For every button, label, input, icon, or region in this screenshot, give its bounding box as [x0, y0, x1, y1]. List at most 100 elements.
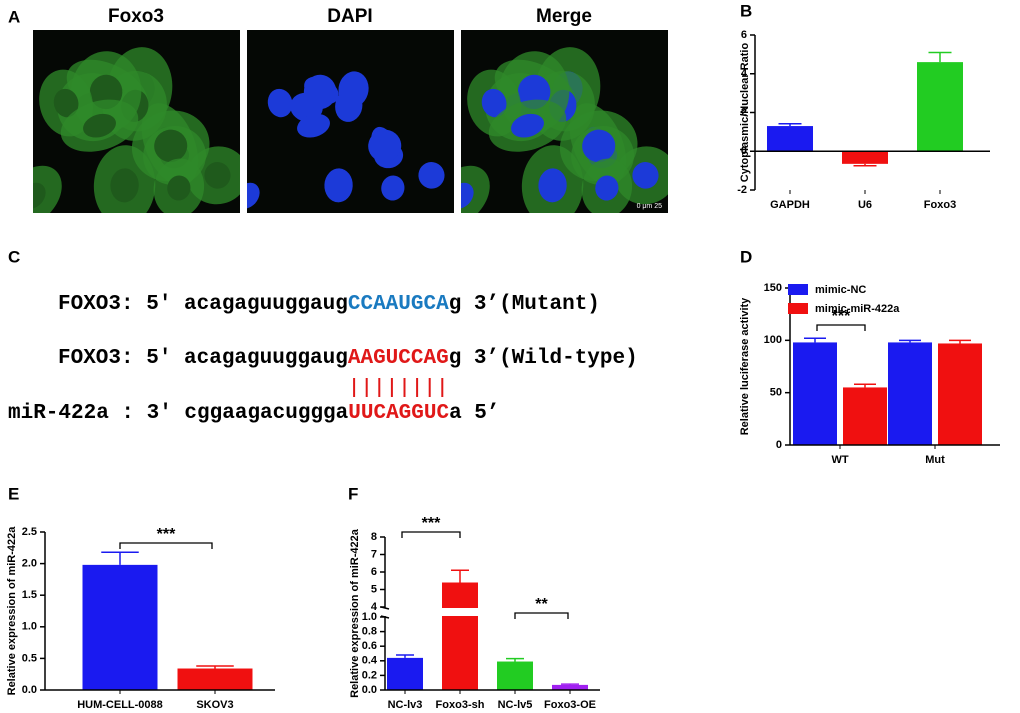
break-mark: [380, 606, 390, 610]
y-axis-label: Relative expression of miR-422a: [6, 526, 18, 696]
y-tick-label: 5: [371, 583, 377, 595]
legend-label: mimic-miR-422a: [815, 303, 900, 315]
sequence-suffix: a 5’: [449, 402, 499, 425]
y-tick-label: 0.8: [362, 626, 377, 638]
significance: ***: [422, 515, 441, 532]
axis-break: [377, 608, 592, 616]
image-title: DAPI: [327, 6, 372, 27]
panel-label: D: [740, 247, 752, 266]
bar: [917, 62, 963, 152]
cells: [461, 47, 668, 213]
cells: [33, 47, 240, 213]
y-tick-label: 2.0: [22, 558, 37, 570]
nucleus: [33, 182, 46, 209]
y-tick-label: 6: [741, 29, 747, 41]
nucleus: [303, 74, 337, 110]
y-tick-label: 0.0: [22, 684, 37, 696]
x-tick-label: HUM-CELL-0088: [77, 699, 163, 711]
y-tick-label: 0.6: [362, 640, 377, 652]
nucleus: [83, 113, 116, 138]
bar: [888, 342, 932, 445]
panel-label: E: [8, 484, 19, 503]
sequence-prefix: miR-422a : 3' cggaagacuggga: [8, 402, 349, 425]
x-tick-label: U6: [858, 199, 872, 211]
nucleus: [368, 129, 402, 163]
y-axis-label: Relative luciferase activity: [739, 297, 751, 435]
bar: [843, 387, 887, 445]
sequence-suffix: g 3’(Wild-type): [449, 347, 638, 370]
bar: [442, 582, 478, 690]
nucleus: [511, 113, 544, 138]
y-tick-label: 1.5: [22, 589, 37, 601]
y-tick-label: 0.4: [362, 655, 378, 667]
legend-swatch: [788, 303, 808, 314]
sequence: miR-422a : 3' cggaagacugggaUUCAGGUCa 5’: [8, 402, 500, 425]
y-tick-label: 0: [741, 145, 747, 157]
nucleus: [632, 162, 659, 189]
binding-site: UUCAGGUC: [348, 402, 449, 425]
y-tick-label: 4: [741, 68, 748, 80]
x-tick-label: NC-lv3: [388, 699, 423, 711]
nucleus: [154, 129, 188, 163]
x-tick-label: SKOV3: [196, 699, 233, 711]
x-tick-label: WT: [831, 454, 848, 466]
y-tick-label: 0: [776, 439, 782, 451]
y-tick-label: 0.2: [362, 669, 377, 681]
x-tick-label: NC-lv5: [498, 699, 533, 711]
x-tick-label: Foxo3-sh: [436, 699, 485, 711]
significance-bracket: [514, 612, 569, 619]
legend-label: mimic-NC: [815, 284, 866, 296]
y-tick-label: 0.5: [22, 652, 37, 664]
sequence-suffix: g 3’(Mutant): [449, 293, 600, 316]
y-tick-label: 100: [764, 334, 782, 346]
bar: [82, 564, 158, 690]
sequence-prefix: FOXO3: 5' acagaguuggaug: [58, 347, 348, 370]
nucleus: [247, 182, 260, 209]
panel-label: C: [8, 247, 20, 266]
scale-bar: 0 μm 25: [637, 203, 663, 210]
nucleus: [53, 88, 79, 118]
bar: [177, 668, 253, 690]
y-axis-label: Relative expression of miR-422a: [349, 528, 361, 698]
nucleus: [167, 175, 191, 201]
binding-site: CCAAUGCA: [348, 293, 449, 316]
nucleus: [381, 175, 405, 201]
bar: [793, 342, 837, 445]
bar: [552, 684, 588, 690]
y-tick-label: 1.0: [22, 621, 37, 633]
nucleus: [582, 129, 616, 163]
sequence: FOXO3: 5' acagaguuggaugAAGUCCAGg 3’(Wild…: [58, 347, 638, 370]
panel-label: A: [8, 7, 20, 26]
significance: ***: [157, 526, 176, 543]
y-tick-label: 0.0: [362, 684, 377, 696]
nucleus: [204, 162, 231, 189]
significance: ***: [832, 308, 851, 325]
bar: [497, 661, 533, 690]
panel-label: F: [348, 484, 358, 503]
sequence-prefix: FOXO3: 5' acagaguuggaug: [58, 293, 348, 316]
y-tick-label: 4: [371, 601, 378, 613]
panel-label: B: [740, 1, 752, 20]
bar: [938, 343, 982, 445]
significance-bracket: [816, 324, 866, 331]
y-tick-label: -2: [737, 184, 747, 196]
y-axis-label: Cytoplasmic/Nuclear Ratio: [739, 43, 751, 183]
y-tick-label: 1.0: [362, 611, 377, 623]
x-tick-label: Mut: [925, 454, 945, 466]
nucleus: [595, 175, 619, 201]
bar: [767, 126, 813, 152]
significance-bracket: [119, 542, 213, 549]
significance-bracket: [401, 531, 461, 538]
x-tick-label: GAPDH: [770, 199, 810, 211]
y-tick-label: 7: [371, 548, 377, 560]
significance: **: [535, 596, 548, 613]
x-tick-label: Foxo3-OE: [544, 699, 596, 711]
break-mark: [380, 615, 390, 619]
nucleus: [297, 113, 330, 138]
sequence: FOXO3: 5' acagaguuggaugCCAAUGCAg 3’(Muta…: [58, 293, 600, 316]
bar: [387, 657, 423, 690]
cells: [247, 71, 445, 209]
nucleus: [267, 88, 293, 118]
x-tick-label: Foxo3: [924, 199, 956, 211]
